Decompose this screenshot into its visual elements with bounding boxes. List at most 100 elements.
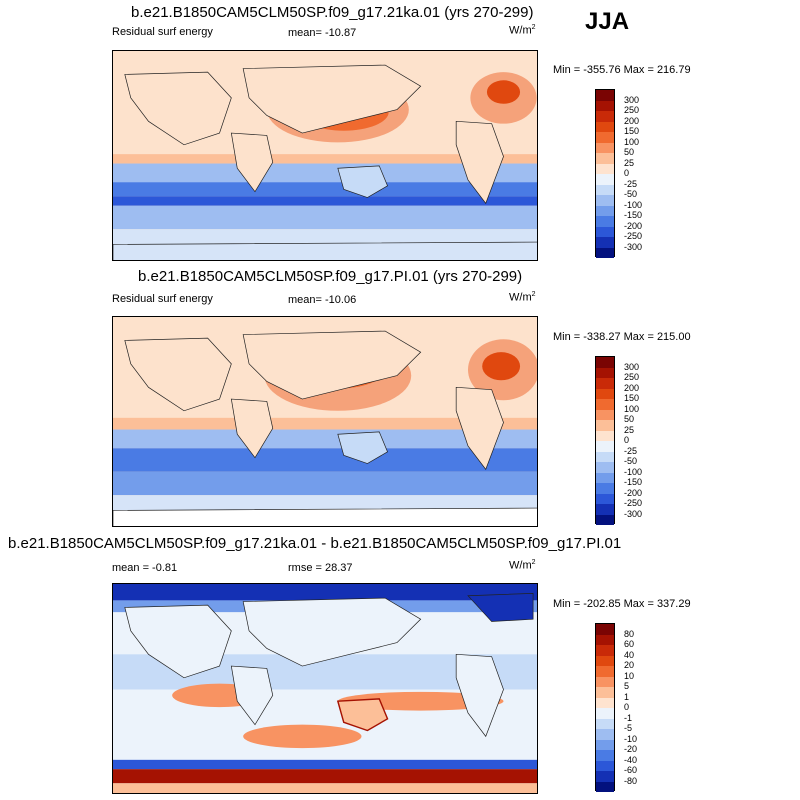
colorbar-segment [596, 121, 614, 132]
colorbar-segment [596, 441, 614, 452]
colorbar-segment [596, 624, 614, 635]
colorbar-tick-label: 20 [624, 660, 635, 670]
colorbar-tick-label: 0 [624, 435, 630, 445]
colorbar-tick-label: -1 [624, 713, 633, 723]
colorbar-tick-label: 150 [624, 393, 640, 403]
colorbar-segment [596, 367, 614, 378]
colorbar-segment [596, 132, 614, 143]
colorbar-segment [596, 205, 614, 216]
colorbar-segment [596, 174, 614, 185]
colorbar-segment [596, 100, 614, 111]
colorbar-segment [596, 645, 614, 656]
panel-3-rmse-label: rmse = 28.37 [288, 562, 353, 574]
colorbar-segment [596, 760, 614, 771]
colorbar-tick-label: 10 [624, 671, 635, 681]
colorbar-segment [596, 378, 614, 389]
colorbar-segment [596, 195, 614, 206]
colorbar-tick-label: -25 [624, 179, 638, 189]
colorbar-segment [596, 708, 614, 719]
season-label: JJA [585, 8, 630, 35]
colorbar-segment [596, 504, 614, 515]
colorbar-tick-label: 25 [624, 158, 635, 168]
colorbar-segment [596, 462, 614, 473]
colorbar-segment [596, 388, 614, 399]
colorbar-tick-label: -200 [624, 221, 643, 231]
colorbar-segment [596, 781, 614, 792]
colorbar-segment [596, 655, 614, 666]
colorbar-tick-label: -50 [624, 456, 638, 466]
colorbar-segment [596, 420, 614, 431]
colorbar-tick-label: 5 [624, 681, 630, 691]
panel-2-title: b.e21.B1850CAM5CLM50SP.f09_g17.PI.01 (yr… [138, 268, 523, 285]
colorbar-segment [596, 399, 614, 410]
colorbar-segment [596, 247, 614, 258]
colorbar-tick-label: -250 [624, 498, 643, 508]
colorbar-segment [596, 226, 614, 237]
colorbar-segment [596, 729, 614, 740]
colorbar-tick-label: 250 [624, 105, 640, 115]
panel-1-mean-label: mean= -10.87 [288, 27, 357, 39]
panel-3-mean-label: mean = -0.81 [112, 562, 178, 574]
colorbar-tick-label: 300 [624, 95, 640, 105]
panel-2-variable-label: Residual surf energy [112, 293, 213, 305]
colorbar-segment [596, 666, 614, 677]
colorbar-tick-label: -100 [624, 200, 643, 210]
colorbar-tick-label: 200 [624, 383, 640, 393]
colorbar-tick-label: -5 [624, 723, 633, 733]
colorbar-segment [596, 451, 614, 462]
colorbar-tick-label: 100 [624, 137, 640, 147]
colorbar-segment [596, 697, 614, 708]
colorbar-segment [596, 142, 614, 153]
panel-1-minmax: Min = -355.76 Max = 216.79 [553, 64, 691, 76]
colorbar-tick-label: -20 [624, 744, 638, 754]
colorbar-tick-label: 250 [624, 372, 640, 382]
colorbar-segment [596, 430, 614, 441]
colorbar-tick-label: -25 [624, 446, 638, 456]
colorbar-segment [596, 472, 614, 483]
colorbar-segment [596, 771, 614, 782]
panel-2-colorbar [595, 356, 615, 525]
colorbar-segment [596, 409, 614, 420]
colorbar-tick-label: -10 [624, 734, 638, 744]
colorbar-tick-label: 80 [624, 629, 635, 639]
panel-1-variable-label: Residual surf energy [112, 26, 213, 38]
colorbar-tick-label: 100 [624, 404, 640, 414]
colorbar-tick-label: 50 [624, 414, 635, 424]
colorbar-tick-label: -300 [624, 509, 643, 519]
colorbar-segment [596, 90, 614, 101]
panel-3-colorbar [595, 623, 615, 792]
colorbar-segment [596, 357, 614, 368]
panel-1-title: b.e21.B1850CAM5CLM50SP.f09_g17.21ka.01 (… [131, 4, 534, 21]
panel-1-colorbar [595, 89, 615, 258]
colorbar-segment [596, 750, 614, 761]
colorbar-tick-label: 300 [624, 362, 640, 372]
colorbar-segment [596, 237, 614, 248]
panel-1-map [112, 50, 538, 261]
colorbar-segment [596, 676, 614, 687]
colorbar-segment [596, 111, 614, 122]
colorbar-tick-label: -60 [624, 765, 638, 775]
colorbar-segment [596, 718, 614, 729]
colorbar-segment [596, 514, 614, 525]
colorbar-tick-label: -150 [624, 210, 643, 220]
colorbar-tick-label: -40 [624, 755, 638, 765]
panel-1-units: W/m2 [509, 24, 536, 37]
colorbar-tick-label: 0 [624, 702, 630, 712]
colorbar-tick-label: -80 [624, 776, 638, 786]
panel-2-minmax: Min = -338.27 Max = 215.00 [553, 331, 691, 343]
colorbar-tick-label: 50 [624, 147, 635, 157]
panel-3-map [112, 583, 538, 794]
colorbar-segment [596, 216, 614, 227]
colorbar-segment [596, 163, 614, 174]
colorbar-segment [596, 483, 614, 494]
colorbar-tick-label: -50 [624, 189, 638, 199]
colorbar-tick-label: 200 [624, 116, 640, 126]
colorbar-segment [596, 493, 614, 504]
colorbar-segment [596, 739, 614, 750]
colorbar-tick-label: -250 [624, 231, 643, 241]
colorbar-segment [596, 184, 614, 195]
colorbar-segment [596, 687, 614, 698]
colorbar-tick-label: -100 [624, 467, 643, 477]
colorbar-tick-label: 60 [624, 639, 635, 649]
colorbar-tick-label: -150 [624, 477, 643, 487]
